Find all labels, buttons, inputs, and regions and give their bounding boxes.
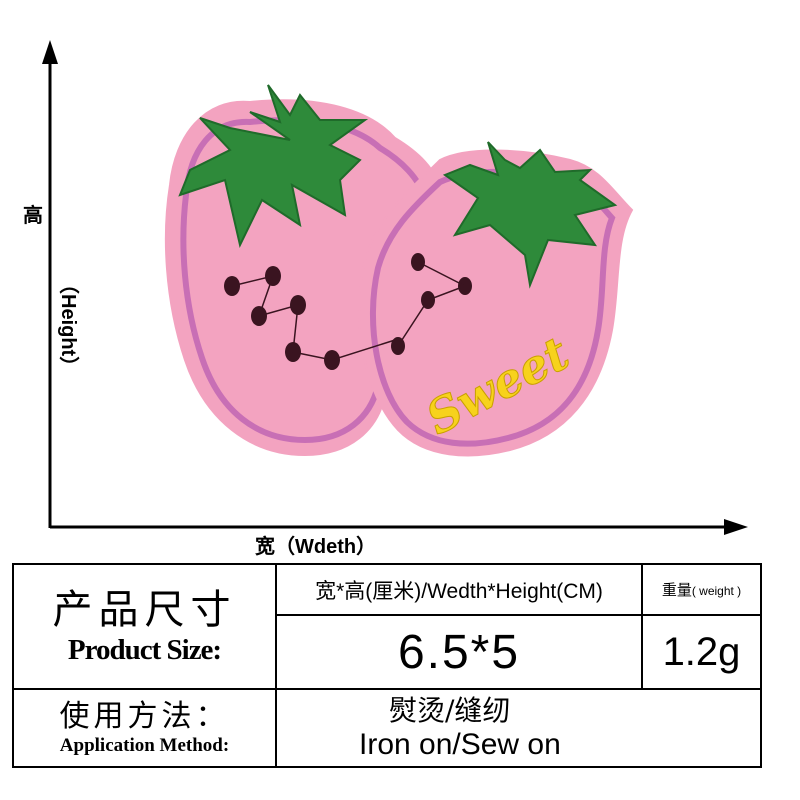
weight-value: 1.2g <box>662 629 741 674</box>
weight-value-cell: 1.2g <box>641 614 762 690</box>
width-arrowhead-icon <box>724 519 748 535</box>
product-size-en: Product Size: <box>67 634 222 666</box>
height-arrowhead-icon <box>42 40 58 64</box>
method-cn: 使用方法： <box>59 699 230 734</box>
height-axis-label: 高 （Height） <box>18 205 79 376</box>
weight-header-cn: 重量 <box>661 582 692 599</box>
height-label-en: （Height） <box>57 274 79 377</box>
size-value: 6.5*5 <box>397 625 521 679</box>
right-leaves-icon <box>442 141 618 289</box>
dimension-header: 宽*高(厘米)/Wedth*Height(CM) <box>315 579 603 603</box>
spec-table: 产品尺寸 Product Size: 宽*高(厘米)/Wedth*Height(… <box>12 563 762 768</box>
weight-header-cell: 重量( weight ) <box>641 563 762 616</box>
dimension-header-cell: 宽*高(厘米)/Wedth*Height(CM) <box>275 563 643 616</box>
method-label-cell: 使用方法： Application Method: <box>12 688 277 768</box>
product-figure: Sweet 高 （Height） 宽（Wdeth） <box>18 40 748 558</box>
method-value-cell: 熨烫/缝纫 Iron on/Sew on <box>275 688 762 768</box>
width-axis-label: 宽（Wdeth） <box>255 536 377 558</box>
strawberry-patch-image: Sweet <box>164 84 634 457</box>
product-size-cn: 产品尺寸 <box>52 587 237 633</box>
product-size-label-cell: 产品尺寸 Product Size: <box>12 563 277 690</box>
size-value-cell: 6.5*5 <box>275 614 643 690</box>
method-value-cn: 熨烫/缝纫 <box>389 694 511 727</box>
weight-header-en: ( weight ) <box>691 584 742 598</box>
method-value-en: Iron on/Sew on <box>359 728 561 761</box>
left-leaves-icon <box>178 84 369 248</box>
dimension-diagram: Sweet <box>42 40 748 535</box>
method-en: Application Method: <box>59 735 230 756</box>
height-label-cn: 高 <box>23 205 43 227</box>
left-strawberry-border <box>180 117 429 444</box>
